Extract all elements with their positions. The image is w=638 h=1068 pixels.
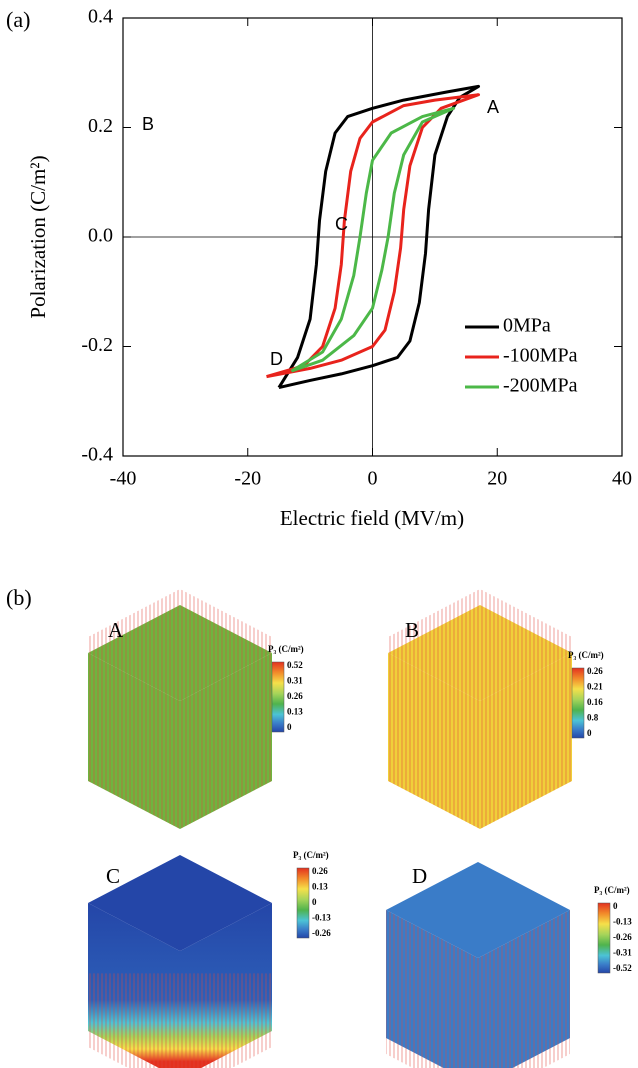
x-tick-label: -20: [234, 468, 261, 490]
panel-label: (b): [6, 585, 32, 610]
y-tick-label: -0.4: [81, 444, 113, 466]
colorbar-tick-label: 0.52: [287, 660, 303, 670]
cube-label: B: [405, 618, 419, 642]
colorbar-tick-label: -0.31: [613, 948, 632, 958]
colorbar-title: P₃ (C/m²): [268, 644, 304, 654]
polarization-arrows: [88, 589, 272, 829]
colorbar-tick-label: -0.13: [312, 913, 331, 923]
polarization-arrows: [386, 910, 570, 1068]
colorbar-tick-label: 0: [287, 722, 292, 732]
colorbar-tick-label: 0.16: [587, 697, 603, 707]
y-axis-title: Polarization (C/m²): [26, 155, 50, 318]
cube-label: A: [108, 618, 124, 642]
colorbar: [597, 902, 611, 974]
legend-label: 0MPa: [503, 315, 551, 337]
colorbar-tick-label: 0.26: [287, 691, 303, 701]
annotation: A: [487, 97, 499, 117]
x-axis-title: Electric field (MV/m): [280, 506, 464, 530]
colorbar: [571, 667, 585, 739]
colorbar-tick-label: -0.52: [613, 963, 632, 973]
colorbar-tick-label: 0.8: [587, 713, 599, 723]
colorbar-tick-label: 0: [587, 728, 592, 738]
y-tick-label: -0.2: [81, 334, 113, 356]
loop-line: [290, 106, 456, 373]
x-tick-label: 0: [368, 468, 378, 490]
colorbar-tick-label: 0.26: [587, 666, 603, 676]
annotation: C: [335, 214, 348, 234]
annotation: B: [142, 114, 154, 134]
cube-label: D: [412, 864, 427, 888]
colorbar-title: P₃ (C/m²): [293, 850, 329, 860]
annotation: D: [270, 349, 283, 369]
polarization-arrows: [88, 973, 272, 1068]
colorbar: [271, 661, 285, 733]
x-tick-label: 40: [612, 468, 632, 490]
loop-line: [277, 84, 480, 390]
y-tick-label: 0.2: [88, 115, 113, 137]
colorbar-tick-label: 0.26: [312, 866, 328, 876]
colorbar-tick-label: 0.31: [287, 676, 303, 686]
panel-label: (a): [6, 7, 30, 32]
x-tick-label: 20: [487, 468, 507, 490]
colorbar-tick-label: 0.21: [587, 682, 603, 692]
cube-label: C: [106, 864, 120, 888]
legend-label: -200MPa: [503, 375, 578, 397]
colorbar-tick-label: 0.13: [287, 707, 303, 717]
polarization-arrows: [388, 589, 572, 829]
x-tick-label: -40: [110, 468, 137, 490]
colorbar-tick-label: -0.26: [613, 932, 632, 942]
colorbar-title: P₃ (C/m²): [568, 650, 604, 660]
cube-top-face: [88, 855, 272, 951]
y-tick-label: 0.4: [88, 6, 113, 28]
colorbar-tick-label: 0: [312, 897, 317, 907]
y-tick-label: 0.0: [88, 225, 113, 247]
colorbar-tick-label: 0.13: [312, 882, 328, 892]
legend-label: -100MPa: [503, 345, 578, 367]
loop-line: [266, 93, 480, 379]
colorbar-tick-label: -0.13: [613, 917, 632, 927]
colorbar: [296, 867, 310, 939]
colorbar-tick-label: 0: [613, 901, 618, 911]
colorbar-tick-label: -0.26: [312, 928, 331, 938]
colorbar-title: P₃ (C/m²): [594, 885, 630, 895]
